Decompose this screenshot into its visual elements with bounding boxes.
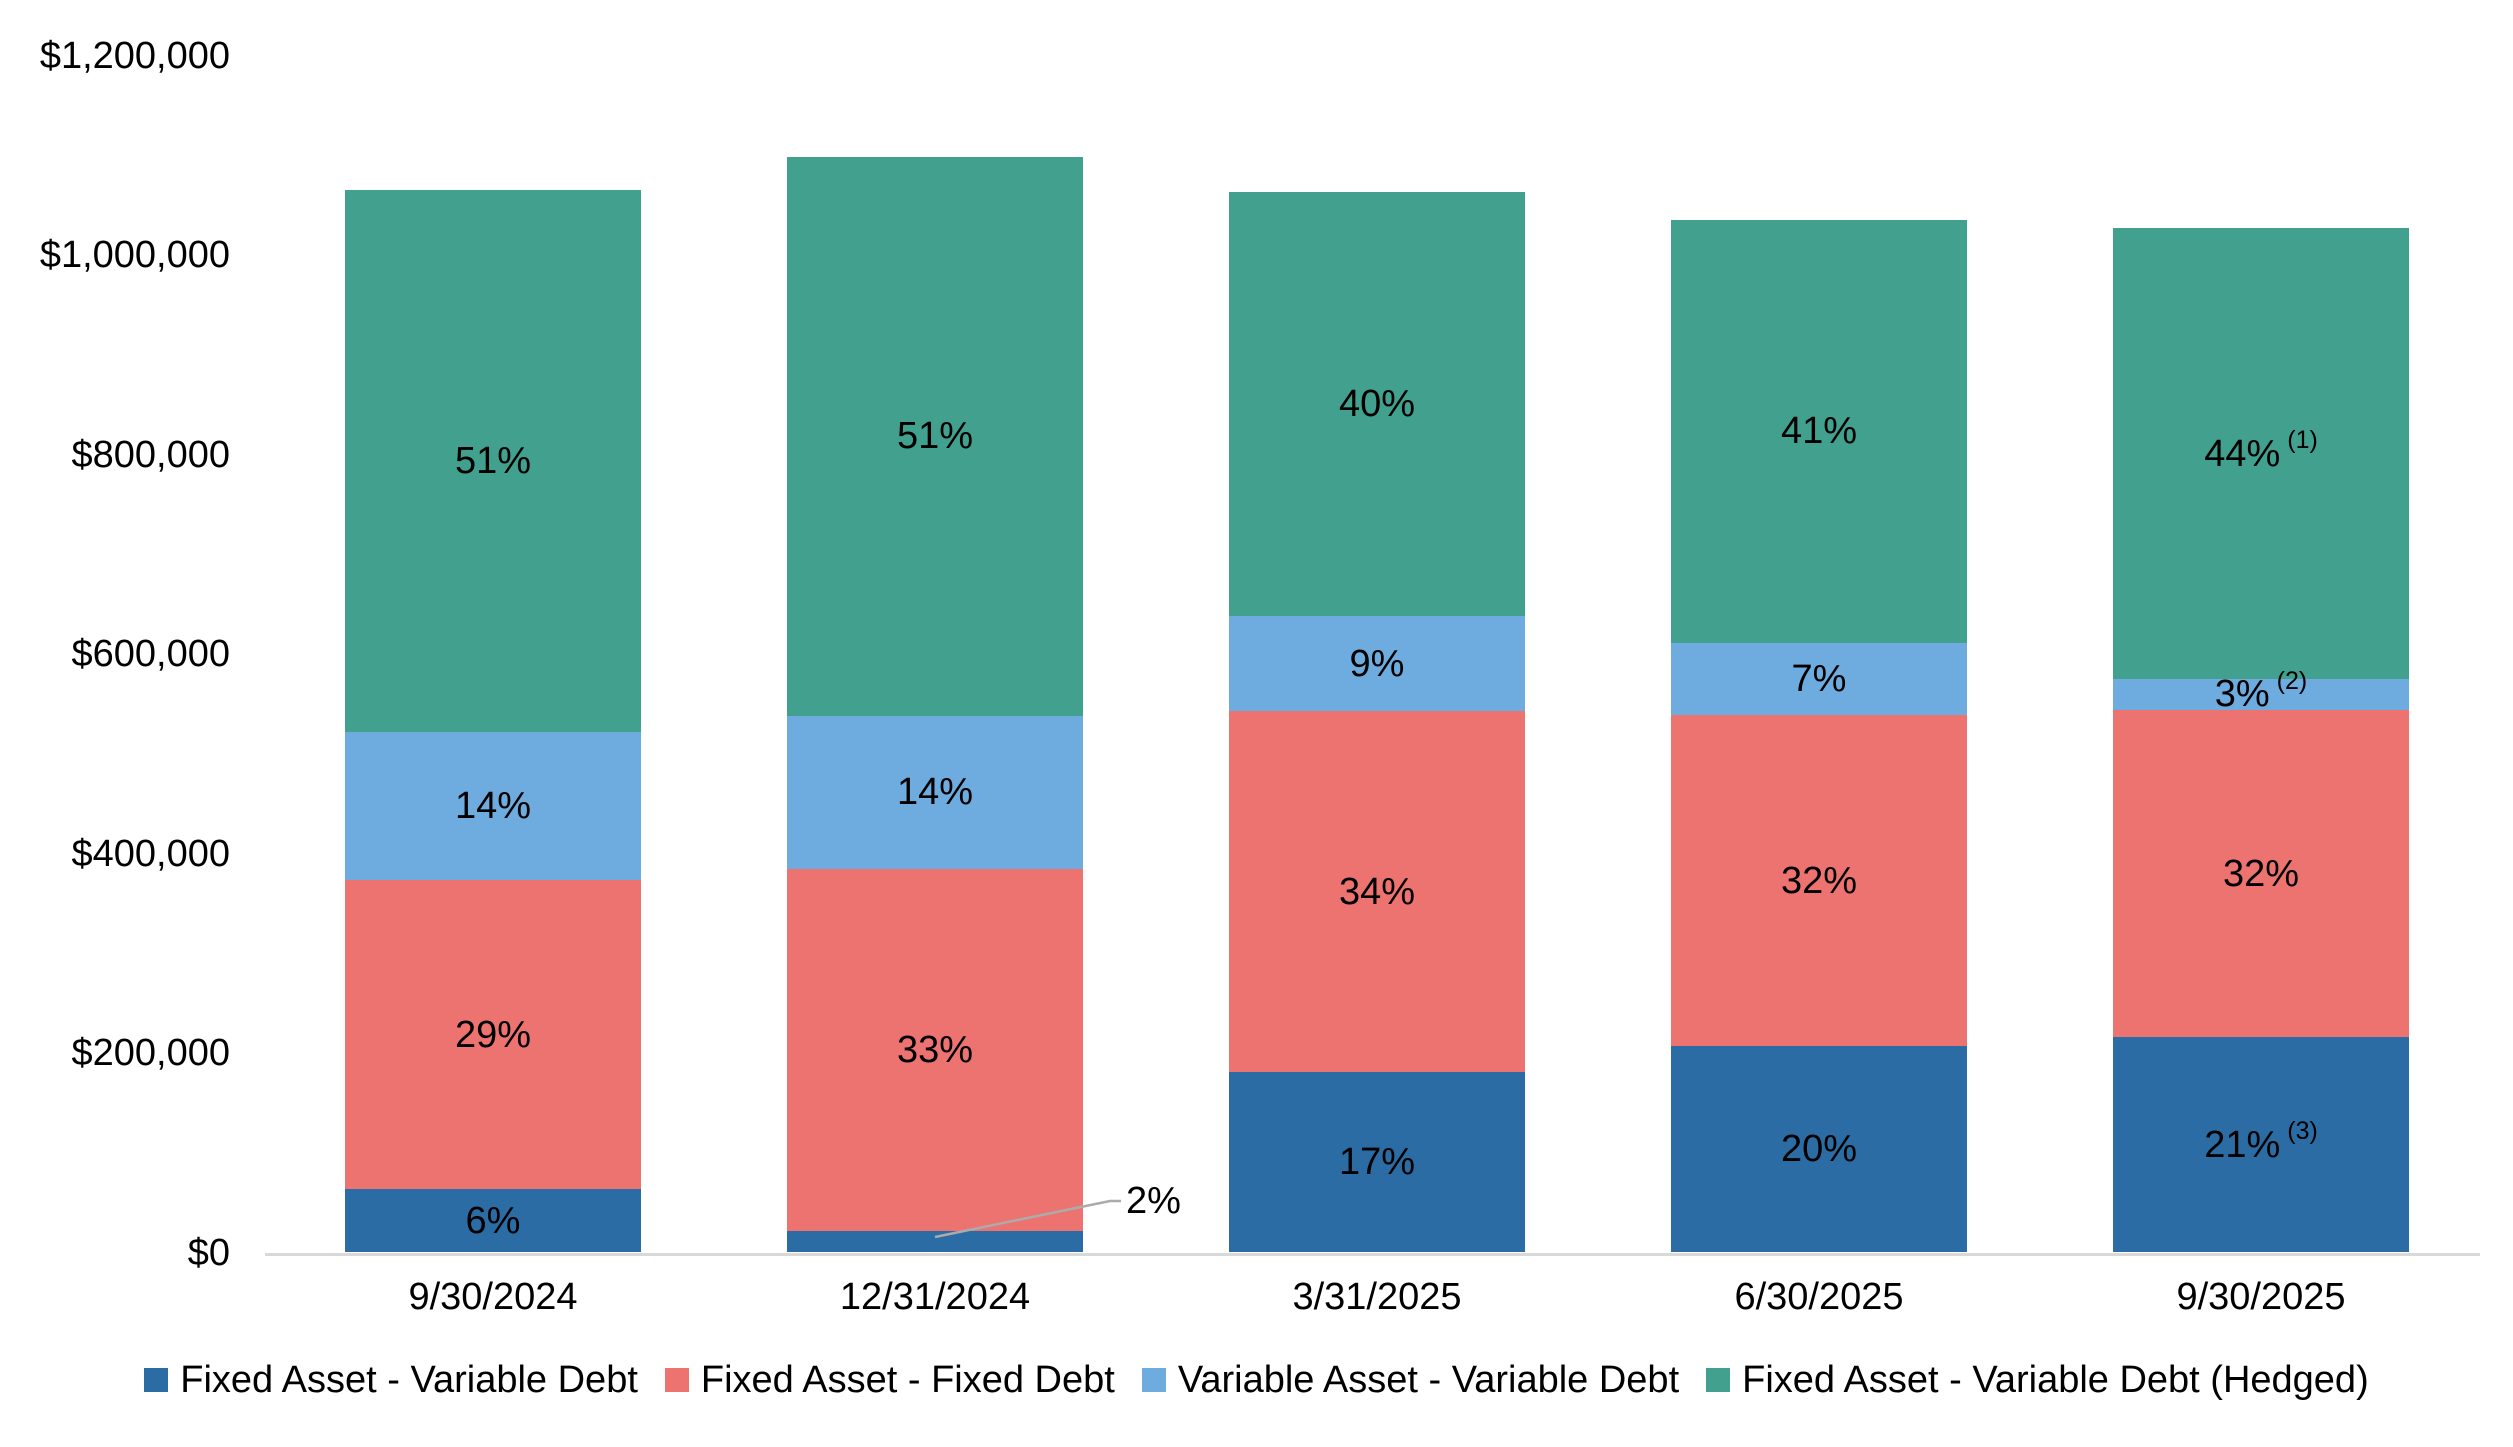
data-label: 44% (1) (2204, 426, 2318, 475)
legend-label: Fixed Asset - Fixed Debt (700, 1359, 1115, 1401)
bar-column-12-31-2024: 51% 14% 33% (787, 156, 1083, 1253)
y-axis-tick-label: $1,000,000 (39, 234, 230, 277)
bar-column-9-30-2024: 51% 14% 29% 6% (345, 189, 641, 1253)
bar-segment: 41% (1671, 219, 1967, 644)
data-label: 17% (1338, 1141, 1416, 1184)
x-axis-category-label: 12/31/2024 (839, 1276, 1031, 1318)
data-label: 21% (3) (2204, 1117, 2318, 1166)
legend-label: Variable Asset - Variable Debt (1177, 1359, 1680, 1401)
bar-segment: 32% (2113, 709, 2409, 1038)
bar-column-9-30-2025: 44% (1) 3% (2) 32% 21% (3) (2113, 228, 2409, 1253)
legend-swatch (664, 1368, 689, 1392)
bar-segment: 40% (1229, 191, 1525, 616)
bar-segment: 7% (1671, 643, 1967, 716)
legend-swatch (144, 1368, 169, 1392)
data-label: 3% (2) (2214, 666, 2308, 716)
legend-swatch (1706, 1368, 1731, 1392)
bar-segment: 14% (787, 715, 1083, 869)
x-axis-line (265, 1252, 2480, 1256)
bar-column-3-31-2025: 40% 9% 34% 17% (1229, 191, 1525, 1253)
legend-label: Fixed Asset - Variable Debt (180, 1359, 638, 1401)
bar-segment: 51% (787, 156, 1083, 716)
y-axis-tick-label: $800,000 (71, 433, 231, 476)
x-axis-category-label: 9/30/2024 (408, 1276, 578, 1318)
y-axis-tick-label: $0 (187, 1231, 230, 1274)
legend-item: Fixed Asset - Fixed Debt (664, 1356, 1115, 1404)
bar-segment: 51% (345, 189, 641, 732)
data-label: 41% (1780, 410, 1858, 453)
bar-column-6-30-2025: 41% 7% 32% 20% (1671, 219, 1967, 1253)
data-label: 51% (454, 439, 532, 482)
footnote-marker: (3) (2287, 1117, 2318, 1146)
y-axis-tick-label: $200,000 (71, 1032, 231, 1075)
data-label: 14% (454, 785, 532, 828)
bar-segment: 14% (345, 731, 641, 881)
y-axis-tick-label: $600,000 (71, 633, 231, 676)
bar-segment: 21% (3) (2113, 1037, 2409, 1253)
data-label: 33% (896, 1028, 974, 1071)
x-axis-category-label: 3/31/2025 (1292, 1276, 1462, 1318)
data-label: 6% (465, 1199, 521, 1242)
footnote-marker: (1) (2287, 426, 2318, 455)
bar-segment: 29% (345, 880, 641, 1189)
data-label: 7% (1791, 658, 1847, 701)
data-label: 34% (1338, 870, 1416, 913)
x-axis-category-label: 6/30/2025 (1734, 1276, 1904, 1318)
legend-swatch (1141, 1368, 1166, 1392)
callout-2-percent-label: 2% (1126, 1180, 1181, 1222)
bar-segment: 44% (1) (2113, 228, 2409, 680)
data-label: 32% (1780, 859, 1858, 902)
legend-item: Fixed Asset - Variable Debt (Hedged) (1706, 1356, 2369, 1404)
legend: Fixed Asset - Variable Debt Fixed Asset -… (0, 1356, 2513, 1404)
data-label: 32% (2222, 852, 2300, 895)
data-label: 20% (1780, 1128, 1858, 1171)
bar-segment: 33% (787, 868, 1083, 1231)
legend-item: Variable Asset - Variable Debt (1141, 1356, 1680, 1404)
bar-segment: 3% (2) (2113, 668, 2409, 714)
y-axis-tick-label: $400,000 (71, 832, 231, 875)
bar-segment: 20% (1671, 1045, 1967, 1253)
data-label: 29% (454, 1013, 532, 1056)
data-label: 14% (896, 771, 974, 814)
bar-segment: 6% (345, 1188, 641, 1253)
footnote-marker: (2) (2276, 666, 2308, 695)
legend-item: Fixed Asset - Variable Debt (144, 1356, 638, 1404)
data-label: 40% (1338, 382, 1416, 425)
bar-segment: 9% (1229, 615, 1525, 712)
data-label: 9% (1349, 642, 1405, 685)
bar-segment: 32% (1671, 715, 1967, 1046)
y-axis-tick-label: $1,200,000 (39, 35, 230, 77)
bar-segment (787, 1230, 1083, 1253)
legend-label: Fixed Asset - Variable Debt (Hedged) (1742, 1359, 2369, 1401)
data-label: 51% (896, 415, 974, 458)
bar-segment: 17% (1229, 1072, 1525, 1253)
x-axis-category-label: 9/30/2025 (2176, 1276, 2346, 1318)
bar-segment: 34% (1229, 711, 1525, 1073)
